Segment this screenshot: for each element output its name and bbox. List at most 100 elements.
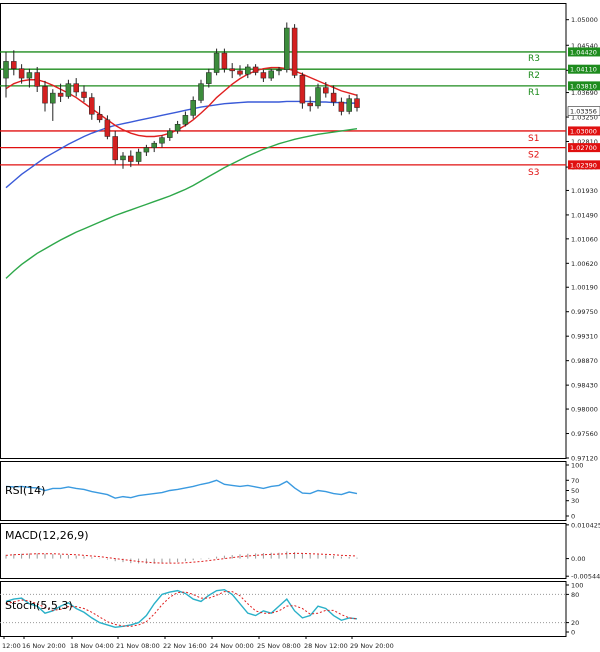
candle-bearish	[237, 70, 243, 75]
support-level-name: S1	[528, 134, 539, 144]
price-tick-label: 0.98000	[571, 406, 598, 414]
candle-bearish	[291, 27, 298, 76]
price-tick-label: 0.99750	[571, 308, 598, 316]
candle-bearish	[307, 102, 313, 107]
stoch-tick-label: 0	[571, 629, 575, 637]
candle-bullish	[50, 92, 56, 104]
candle-bullish	[3, 61, 9, 79]
price-tick-label: 1.01930	[571, 187, 598, 195]
candle-bearish	[221, 52, 228, 69]
candle-bearish	[57, 92, 64, 97]
x-tick-label: 18 Nov 04:00	[70, 642, 114, 650]
candle-bullish	[182, 115, 189, 125]
price-tick-label: 1.05000	[571, 16, 598, 24]
stoch-tick-label: 100	[571, 582, 583, 590]
resistance-level-name: R3	[528, 54, 540, 64]
support-level-name: S2	[528, 151, 539, 161]
stoch-label: Stoch(5,5,3)	[5, 599, 73, 612]
price-tick-label: 1.02810	[571, 138, 598, 146]
resistance-level-name: R2	[528, 71, 540, 81]
candle-bearish	[128, 155, 134, 162]
candle-bullish	[245, 66, 251, 75]
x-tick-label: 29 Nov 20:00	[350, 642, 394, 650]
candle-bullish	[120, 155, 126, 161]
candle-bullish	[198, 83, 204, 101]
price-tick-label: 1.04540	[571, 42, 598, 50]
candle-bearish	[73, 83, 79, 93]
candle-bullish	[284, 27, 290, 70]
resistance-level-price: 1.04110	[570, 66, 597, 74]
candle-bearish	[34, 72, 40, 87]
candle-bullish	[190, 100, 196, 116]
candle-bearish	[260, 72, 267, 79]
support-level-price: 1.03000	[570, 127, 597, 135]
macd-tick-label: 0.00	[571, 555, 585, 563]
candle-bearish	[229, 68, 235, 72]
price-tick-label: 0.97120	[571, 455, 598, 463]
candle-bullish	[268, 70, 274, 79]
rsi-tick-label: 70	[571, 477, 579, 485]
x-tick-label: 21 Nov 08:00	[116, 642, 160, 650]
candle-bearish	[81, 91, 87, 98]
candle-bearish	[330, 92, 337, 103]
macd-signal-line	[5, 552, 358, 564]
price-tick-label: 1.00620	[571, 260, 598, 268]
candle-bearish	[11, 61, 17, 69]
stoch-signal-line	[5, 591, 358, 627]
rsi-tick-label: 50	[571, 487, 579, 495]
candle-bearish	[299, 75, 306, 104]
candle-bearish	[354, 98, 360, 108]
panel-stoch-frame	[0, 581, 567, 637]
price-tick-label: 0.97560	[571, 430, 598, 438]
candle-bullish	[315, 87, 321, 107]
support-level-price-tag	[568, 143, 600, 153]
panel-macd-frame	[0, 523, 567, 579]
support-level-price: 1.02700	[570, 144, 597, 152]
candle-bullish	[213, 52, 220, 73]
resistance-level-price-tag	[568, 81, 600, 91]
candle-bullish	[174, 124, 181, 132]
current-price-tag	[567, 106, 600, 116]
rsi-tick-label: 0	[571, 513, 575, 521]
candle-bearish	[323, 87, 329, 94]
candle-bearish	[89, 97, 95, 115]
candle-bullish	[143, 147, 150, 153]
macd-label: MACD(12,26,9)	[5, 529, 89, 542]
support-level-name: S3	[528, 168, 539, 178]
panel-main-frame	[0, 3, 567, 459]
price-tick-label: 0.99310	[571, 333, 598, 341]
price-tick-label: 0.98430	[571, 382, 598, 390]
x-tick-label: 24 Nov 00:00	[210, 642, 254, 650]
support-level-price-tag	[568, 160, 600, 170]
stoch-main-line	[5, 588, 358, 629]
rsi-label: RSI(14)	[5, 484, 45, 497]
support-level-price-tag	[568, 126, 600, 136]
price-tick-label: 1.01060	[571, 235, 598, 243]
candle-bearish	[112, 136, 118, 161]
resistance-level-price-tag	[568, 47, 600, 57]
candle-bearish	[96, 113, 103, 121]
support-level-price: 1.02390	[570, 161, 597, 169]
rsi-tick-label: 100	[571, 462, 583, 470]
candle-bearish	[18, 68, 25, 79]
rsi-line	[5, 479, 358, 499]
x-tick-label: 25 Nov 08:00	[257, 642, 301, 650]
candle-bullish	[26, 72, 33, 79]
candle-bullish	[276, 69, 282, 72]
price-tick-label: 0.98870	[571, 357, 598, 365]
candle-bearish	[338, 101, 345, 112]
x-tick-label: 22 Nov 16:00	[163, 642, 207, 650]
candle-bullish	[206, 72, 212, 84]
current-price-label: 1.03356	[570, 108, 597, 116]
candle-bearish	[42, 86, 48, 104]
candle-bearish	[252, 66, 259, 73]
candle-bullish	[65, 83, 72, 97]
candle-bullish	[135, 151, 142, 162]
ma-blue-line	[5, 100, 357, 189]
macd-tick-label: -0.005445	[571, 573, 600, 581]
price-tick-label: 1.03690	[571, 89, 598, 97]
x-tick-label: 28 Nov 12:00	[304, 642, 348, 650]
candle-bullish	[151, 142, 157, 148]
price-tick-label: 1.03250	[571, 114, 598, 122]
